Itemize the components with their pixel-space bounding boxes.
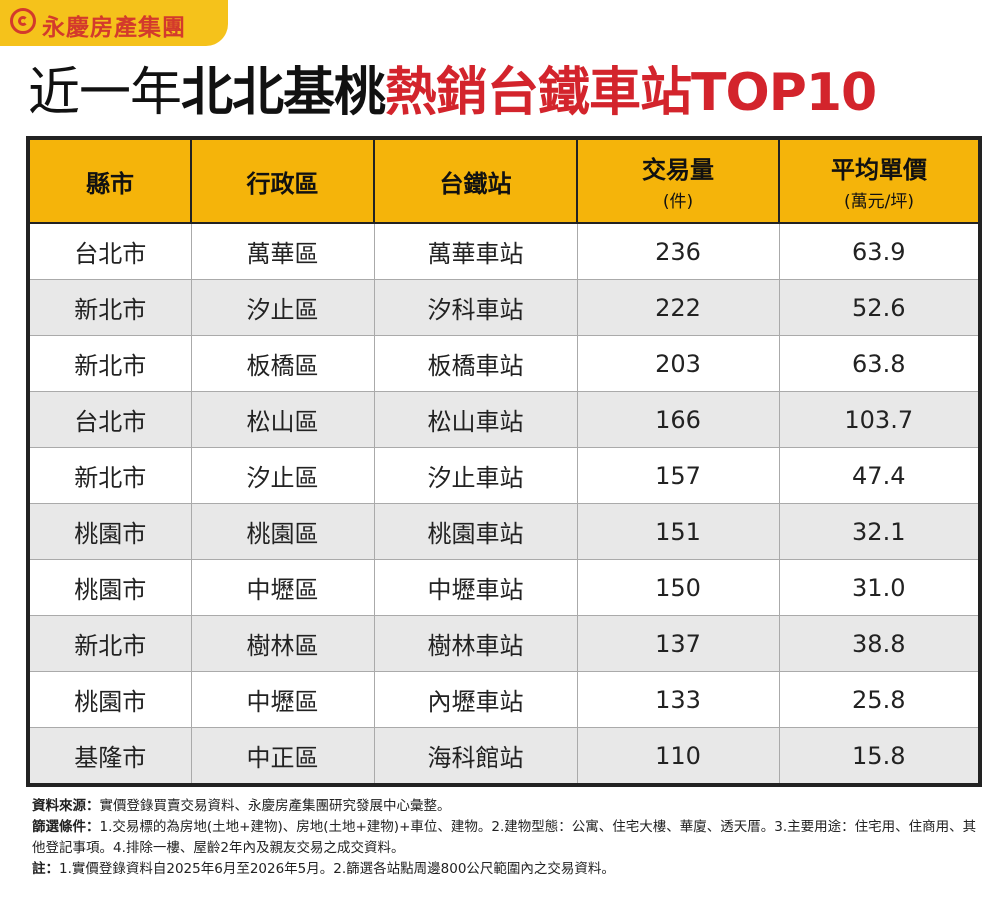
cell-station: 汐科車站 <box>374 279 578 336</box>
brand-name: 永慶房產集團 <box>42 15 186 41</box>
cell-district: 中壢區 <box>191 559 375 616</box>
cell-station: 內壢車站 <box>374 671 578 728</box>
cell-district: 汐止區 <box>191 447 375 504</box>
cell-price: 63.8 <box>779 335 978 392</box>
cell-station: 松山車站 <box>374 391 578 448</box>
cell-district: 桃園區 <box>191 503 375 560</box>
cell-station: 海科館站 <box>374 727 578 783</box>
cell-county: 台北市 <box>30 391 192 448</box>
header-price: 平均單價 (萬元/坪) <box>779 140 978 224</box>
cell-county: 新北市 <box>30 615 192 672</box>
header-label: 縣市 <box>86 169 134 198</box>
cell-volume: 166 <box>577 391 780 448</box>
cell-county: 台北市 <box>30 223 192 280</box>
cell-price: 103.7 <box>779 391 978 448</box>
cell-price: 25.8 <box>779 671 978 728</box>
cell-station: 樹林車站 <box>374 615 578 672</box>
table-row: 台北市 萬華區 萬華車站 236 63.9 <box>30 223 978 280</box>
cell-county: 桃園市 <box>30 671 192 728</box>
title-part-3: 熱銷台鐵車站TOP10 <box>385 63 877 123</box>
header-volume: 交易量 (件) <box>577 140 780 224</box>
header-station: 台鐵站 <box>374 140 578 224</box>
cell-volume: 110 <box>577 727 780 783</box>
cell-county: 新北市 <box>30 279 192 336</box>
table-row: 基隆市 中正區 海科館站 110 15.8 <box>30 727 978 783</box>
cell-price: 63.9 <box>779 223 978 280</box>
header-unit: (萬元/坪) <box>844 192 914 212</box>
header-county: 縣市 <box>30 140 192 224</box>
footnotes: 資料來源：實價登錄買賣交易資料、永慶房產集團研究發展中心彙整。 篩選條件：1.交… <box>32 796 982 880</box>
note-label: 資料來源： <box>32 798 100 814</box>
cell-volume: 150 <box>577 559 780 616</box>
note-text: 1.交易標的為房地(土地+建物)、房地(土地+建物)+車位、建物。2.建物型態：… <box>32 819 977 856</box>
title-part-2: 北北基桃 <box>181 63 386 123</box>
cell-volume: 133 <box>577 671 780 728</box>
cell-district: 萬華區 <box>191 223 375 280</box>
header-label: 行政區 <box>246 169 319 198</box>
title-part-1: 近一年 <box>28 63 182 123</box>
cell-volume: 222 <box>577 279 780 336</box>
cell-price: 15.8 <box>779 727 978 783</box>
cell-price: 52.6 <box>779 279 978 336</box>
cell-district: 樹林區 <box>191 615 375 672</box>
brand-tab: 永慶房產集團 <box>0 0 228 46</box>
cell-volume: 203 <box>577 335 780 392</box>
cell-station: 萬華車站 <box>374 223 578 280</box>
cell-county: 基隆市 <box>30 727 192 783</box>
note-source: 資料來源：實價登錄買賣交易資料、永慶房產集團研究發展中心彙整。 <box>32 796 982 817</box>
table-row: 新北市 汐止區 汐科車站 222 52.6 <box>30 279 978 336</box>
ranking-table: 縣市 行政區 台鐵站 交易量 (件) 平均單價 (萬元/坪) 台北市 萬華區 萬華車站 2… <box>26 136 982 787</box>
cell-volume: 157 <box>577 447 780 504</box>
cell-district: 松山區 <box>191 391 375 448</box>
table-row: 新北市 板橋區 板橋車站 203 63.8 <box>30 335 978 392</box>
cell-price: 32.1 <box>779 503 978 560</box>
header-district: 行政區 <box>191 140 375 224</box>
cell-station: 板橋車站 <box>374 335 578 392</box>
table-row: 新北市 樹林區 樹林車站 137 38.8 <box>30 615 978 672</box>
header-label: 平均單價 <box>831 156 927 184</box>
table-row: 桃園市 中壢區 內壢車站 133 25.8 <box>30 671 978 728</box>
cell-volume: 151 <box>577 503 780 560</box>
cell-county: 桃園市 <box>30 559 192 616</box>
table-row: 桃園市 桃園區 桃園車站 151 32.1 <box>30 503 978 560</box>
cell-district: 中正區 <box>191 727 375 783</box>
header-unit: (件) <box>662 192 694 212</box>
cell-district: 板橋區 <box>191 335 375 392</box>
table-row: 台北市 松山區 松山車站 166 103.7 <box>30 391 978 448</box>
note-label: 篩選條件： <box>32 819 100 835</box>
header-label: 台鐵站 <box>439 169 512 198</box>
note-label: 註： <box>32 861 59 877</box>
table-row: 桃園市 中壢區 中壢車站 150 31.0 <box>30 559 978 616</box>
table-header-row: 縣市 行政區 台鐵站 交易量 (件) 平均單價 (萬元/坪) <box>30 140 978 224</box>
cell-district: 中壢區 <box>191 671 375 728</box>
cell-volume: 137 <box>577 615 780 672</box>
table-row: 新北市 汐止區 汐止車站 157 47.4 <box>30 447 978 504</box>
note-remark: 註：1.實價登錄資料自2025年6月至2026年5月。2.篩選各站點周邊800公… <box>32 859 982 880</box>
cell-volume: 236 <box>577 223 780 280</box>
note-text: 實價登錄買賣交易資料、永慶房產集團研究發展中心彙整。 <box>99 798 451 814</box>
note-criteria: 篩選條件：1.交易標的為房地(土地+建物)、房地(土地+建物)+車位、建物。2.… <box>32 817 982 859</box>
cell-price: 47.4 <box>779 447 978 504</box>
header-label: 交易量 <box>642 156 714 184</box>
cell-county: 新北市 <box>30 447 192 504</box>
brand-logo-icon <box>10 8 36 34</box>
note-text: 1.實價登錄資料自2025年6月至2026年5月。2.篩選各站點周邊800公尺範… <box>59 861 615 877</box>
cell-station: 桃園車站 <box>374 503 578 560</box>
cell-station: 中壢車站 <box>374 559 578 616</box>
page-title: 近一年北北基桃熱銷台鐵車站TOP10 <box>28 58 877 128</box>
cell-county: 桃園市 <box>30 503 192 560</box>
cell-station: 汐止車站 <box>374 447 578 504</box>
cell-price: 31.0 <box>779 559 978 616</box>
cell-district: 汐止區 <box>191 279 375 336</box>
cell-price: 38.8 <box>779 615 978 672</box>
cell-county: 新北市 <box>30 335 192 392</box>
